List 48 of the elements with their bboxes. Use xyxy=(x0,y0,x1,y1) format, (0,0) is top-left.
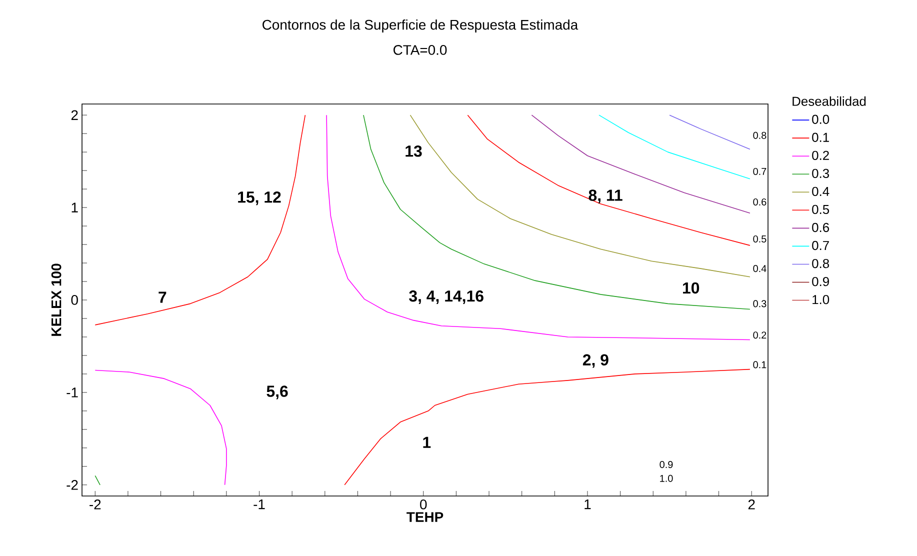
x-tick-label: 0 xyxy=(420,499,427,510)
line-series xyxy=(598,114,750,180)
x-axis-title: TEHP xyxy=(406,512,444,522)
y-axis-title: KELEX 100 xyxy=(51,264,62,336)
line-series xyxy=(467,114,750,246)
legend-label: 0.7 xyxy=(812,240,829,250)
chart-subtitle: CTA=0.0 xyxy=(394,45,447,55)
annotation: 13 xyxy=(406,145,422,157)
x-tick-label: 1 xyxy=(584,500,591,510)
x-tick-label: -2 xyxy=(90,499,101,510)
annotation: 3, 4, 14,16 xyxy=(409,290,484,304)
annotation: 1 xyxy=(423,436,431,448)
annotation: 1.0 xyxy=(660,474,673,482)
y-tick-label: 0 xyxy=(71,295,78,305)
annotation: 5,6 xyxy=(266,386,288,400)
legend-label: 0.6 xyxy=(812,222,830,232)
y-tick-label: 1 xyxy=(72,202,78,212)
annotation: 0.6 xyxy=(753,198,766,206)
legend-label: 0.0 xyxy=(812,114,830,124)
y-tick-label: 2 xyxy=(71,110,78,120)
annotation: 0.9 xyxy=(660,461,673,468)
annotation: 2, 9 xyxy=(582,354,608,368)
annotation: 10 xyxy=(683,282,700,294)
x-tick-label: -1 xyxy=(254,500,265,510)
legend-label: 0.9 xyxy=(812,276,829,286)
chart-title: Contornos de la Superficie de Respuesta Estimada xyxy=(262,19,578,32)
annotation: 7 xyxy=(158,292,166,303)
annotation: 0.2 xyxy=(753,332,766,339)
annotation: 0.7 xyxy=(753,168,766,175)
annotation: 0.4 xyxy=(753,265,766,272)
legend-label: 1.0 xyxy=(812,294,830,304)
annotation: 0.5 xyxy=(753,235,766,242)
legend-label: 0.2 xyxy=(812,150,829,160)
legend-label: 0.8 xyxy=(812,258,830,268)
annotation: 8, 11 xyxy=(588,190,622,204)
line-series xyxy=(531,114,750,214)
y-tick-label: -2 xyxy=(66,480,78,490)
legend-label: 0.3 xyxy=(812,168,830,178)
annotation: 0.3 xyxy=(753,300,766,308)
y-tick-label: -1 xyxy=(66,388,78,398)
legend-label: 0.4 xyxy=(812,186,830,196)
annotation: 0.1 xyxy=(753,361,766,368)
legend-label: 0.5 xyxy=(812,204,830,214)
x-tick-label: 2 xyxy=(748,499,755,510)
annotation: 15, 12 xyxy=(238,191,281,206)
legend-title: Deseabilidad xyxy=(792,96,866,106)
annotation: 0.8 xyxy=(753,132,766,139)
legend-label: 0.1 xyxy=(812,132,829,142)
